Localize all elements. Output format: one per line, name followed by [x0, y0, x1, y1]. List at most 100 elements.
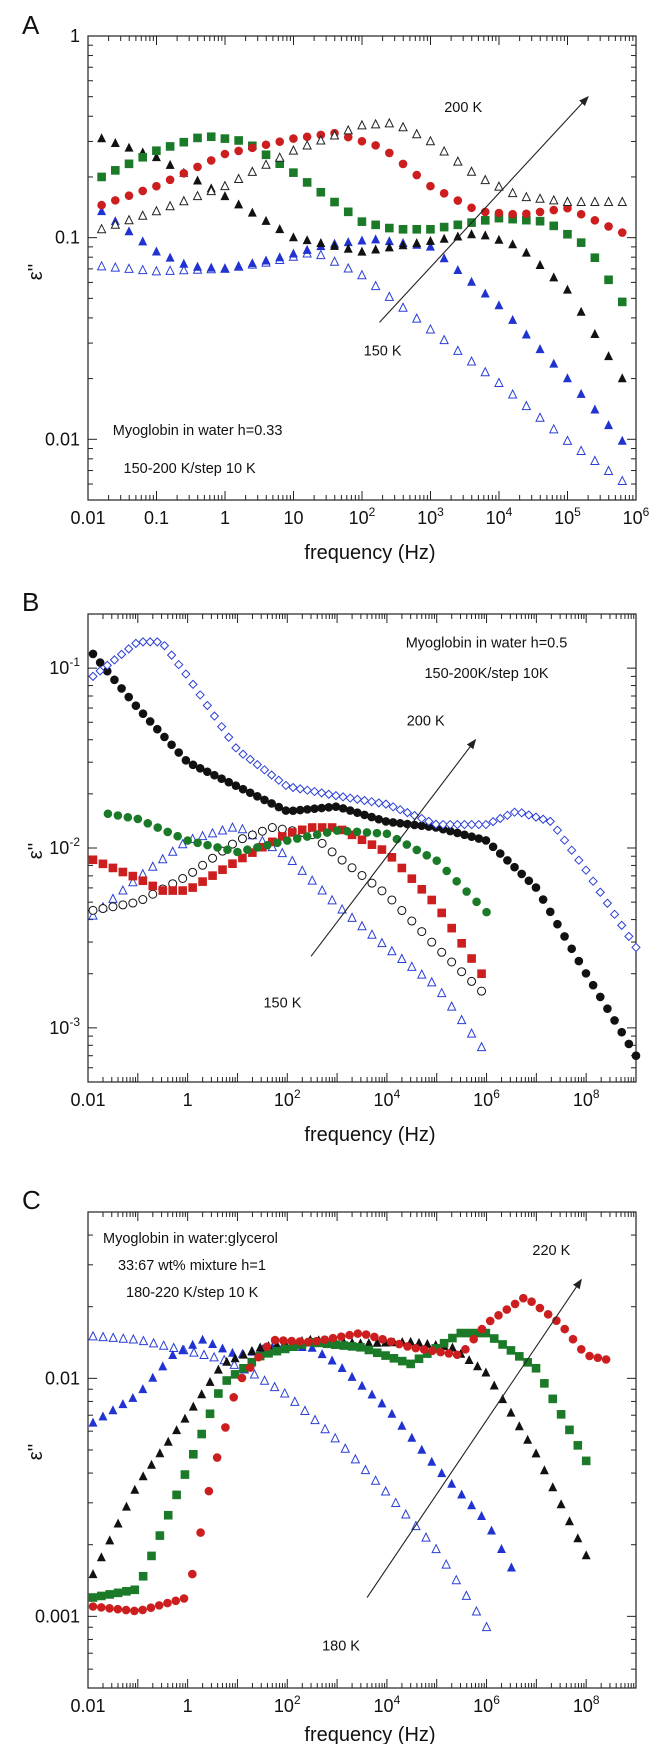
panel-c-data-point: [461, 1345, 470, 1354]
panel-b-data-point: [166, 650, 177, 660]
panel-b-data-point: [295, 805, 305, 815]
panel-b-data-point: [352, 827, 362, 837]
panel-c-data-point: [581, 1456, 591, 1466]
panel-c-data-point: [208, 1339, 218, 1349]
panel-a-data-point: [535, 344, 545, 354]
panel-b-data-point: [338, 804, 348, 813]
panel-c-x-tick-label: 0.01: [70, 1696, 105, 1716]
panel-b-data-point: [452, 876, 461, 886]
panel-b-data-point: [488, 842, 498, 852]
panel-a-data-point: [165, 159, 175, 169]
panel-b-data-point: [417, 927, 427, 937]
panel-c-data-point: [88, 1593, 98, 1602]
panel-c-data-point: [199, 1349, 209, 1360]
panel-a-data-point: [371, 220, 380, 230]
panel-b-data-point: [183, 836, 192, 845]
panel-b-data-point: [624, 931, 634, 942]
panel-b-data-point: [437, 908, 447, 918]
panel-a-data-point: [97, 206, 107, 216]
panel-a-data-point: [206, 132, 216, 142]
panel-a-data-point: [329, 129, 340, 140]
panel-b-data-point: [138, 876, 148, 886]
panel-a-data-point: [467, 276, 477, 286]
panel-b-data-point: [581, 865, 591, 875]
panel-a-data-point: [576, 306, 586, 316]
panel-a-data-point: [549, 358, 559, 368]
panel-a-y-tick-label: 1: [70, 26, 80, 46]
panel-a-data-point: [385, 223, 394, 233]
panel-a-data-point: [384, 117, 395, 128]
panel-b-data-point: [327, 894, 337, 905]
panel-a-data-point: [302, 132, 312, 142]
panel-a-annotation: 150-200 K/step 10 K: [124, 461, 257, 477]
panel-a-data-point: [467, 203, 476, 213]
panel-b-data-point: [481, 819, 491, 830]
panel-b-data-point: [148, 881, 158, 891]
panel-b-data-point: [374, 814, 384, 824]
panel-b-annotation: 150-200K/step 10K: [424, 666, 548, 682]
panel-a-data-point: [288, 144, 299, 155]
panel-b-data-point: [163, 827, 172, 837]
panel-b-data-point: [287, 855, 298, 866]
panel-a-data-point: [590, 216, 600, 225]
panel-b-data-point: [417, 885, 427, 894]
panel-c-data-point: [502, 1305, 512, 1314]
panel-a-data-point: [151, 246, 161, 256]
panel-b-data-point: [452, 819, 463, 830]
panel-a-data-point: [302, 139, 312, 150]
panel-b-data-point: [610, 1016, 619, 1025]
panel-a-data-point: [138, 186, 148, 196]
panel-b-data-point: [277, 847, 288, 858]
panel-b-data-point: [217, 824, 228, 835]
panel-b-data-point: [416, 968, 427, 979]
panel-b-data-point: [631, 1051, 641, 1061]
panel-c-data-point: [386, 1337, 396, 1346]
panel-c-annotation: 33:67 wt% mixture h=1: [118, 1258, 266, 1274]
panel-a-data-point: [261, 140, 271, 150]
panel-a-data-point: [576, 445, 586, 455]
panel-b-x-tick-label: 0.01: [70, 1090, 105, 1110]
panel-a-data-point: [193, 162, 202, 172]
panel-a-series-3-points: [97, 132, 627, 307]
panel-a-data-point: [412, 225, 422, 234]
panel-b-data-point: [382, 829, 392, 839]
panel-a-data-point: [165, 175, 175, 185]
panel-a-data-point: [234, 199, 244, 209]
panel-c-data-point: [427, 1456, 437, 1466]
panel-c-data-point: [307, 1342, 317, 1352]
panel-a-data-point: [453, 196, 463, 205]
panel-a-data-point: [576, 209, 586, 219]
panel-a-data-point: [494, 377, 504, 387]
panel-c-data-point: [262, 1342, 272, 1352]
panel-a-data-point: [96, 223, 107, 234]
panel-c-data-point: [204, 1486, 214, 1496]
panel-c-data-point: [496, 1544, 506, 1554]
panel-c-annotation: 180-220 K/step 10 K: [126, 1285, 259, 1301]
panel-c-data-point: [428, 1346, 437, 1356]
panel-b-data-point: [402, 840, 412, 849]
panel-a-data-point: [275, 224, 285, 234]
panel-b-data-point: [188, 867, 198, 877]
panel-a-data-point: [467, 229, 477, 239]
panel-c-data-point: [113, 1604, 123, 1614]
panel-b-data-point: [88, 855, 98, 865]
panel-a-data-point: [453, 220, 463, 230]
panel-c-data-point: [515, 1352, 524, 1361]
panel-b-data-point: [198, 877, 207, 886]
panel-b-data-point: [238, 749, 248, 759]
panel-a-data-point: [165, 252, 175, 262]
panel-a-data-point: [508, 239, 518, 249]
panel-b-data-point: [188, 760, 198, 770]
panel-b-data-point: [324, 803, 334, 812]
panel-b-data-point: [609, 909, 620, 920]
panel-c-x-tick-label: 108: [573, 1693, 600, 1716]
panel-b-data-point: [353, 808, 362, 818]
panel-a: A ε'' frequency (Hz) 0.01 0.1 1 10 102 103 104…: [22, 10, 650, 564]
panel-b-data-point: [282, 836, 292, 845]
panel-b-data-point: [267, 823, 277, 833]
panel-c-data-point: [188, 1339, 198, 1349]
panel-b-data-point: [302, 785, 313, 795]
panel-b-data-point: [595, 992, 605, 1002]
panel-b-data-point: [109, 655, 120, 665]
panel-b-data-point: [438, 819, 448, 830]
